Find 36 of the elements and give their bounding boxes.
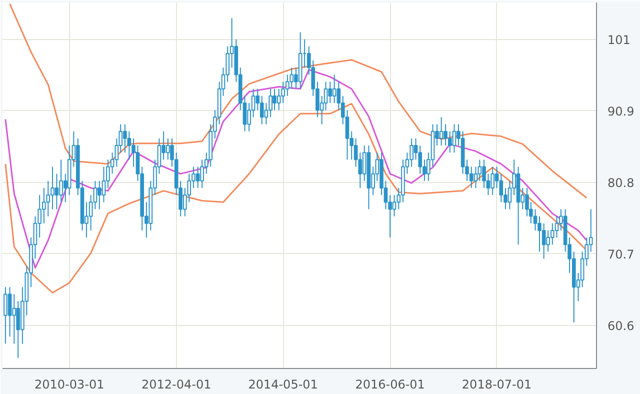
- candlestick: [410, 138, 414, 168]
- candlestick: [448, 130, 452, 154]
- line-series: [9, 3, 588, 199]
- y-tick-label: 90.9: [608, 104, 634, 118]
- x-tick-label: 2018-07-01: [462, 378, 532, 392]
- candlestick: [8, 286, 12, 338]
- candlestick: [328, 81, 332, 104]
- y-tick-label: 60.6: [608, 318, 634, 333]
- candlestick: [54, 173, 59, 210]
- candlestick: [102, 166, 106, 203]
- candlestick: [12, 294, 16, 344]
- y-tick-label: 101: [608, 32, 630, 47]
- x-tick-label: 2016-06-01: [355, 378, 425, 392]
- candlestick: [196, 166, 200, 188]
- y-tick-label: 70.7: [608, 247, 634, 262]
- x-tick-label: 2010-03-01: [34, 378, 104, 392]
- line-series: [4, 102, 588, 294]
- candlestick: [439, 116, 444, 146]
- candlestick: [554, 216, 559, 238]
- candlestick: [452, 124, 456, 154]
- candlestick: [260, 95, 264, 125]
- candlestick: [490, 166, 494, 196]
- candlestick: [542, 222, 546, 260]
- candlestick: [533, 208, 538, 231]
- candlestick: [127, 130, 132, 160]
- candlestick: [469, 166, 474, 188]
- y-tick-label: 80.8: [608, 176, 634, 190]
- candlestick: [268, 88, 272, 118]
- line-series: [4, 69, 588, 269]
- candlestick: [4, 286, 8, 344]
- x-tick-label: 2012-04-01: [141, 378, 212, 392]
- candlestick: [478, 159, 482, 182]
- candlestick: [97, 180, 102, 210]
- candlestick: [332, 74, 336, 104]
- x-tick-label: 2014-05-01: [248, 378, 318, 392]
- candlestick: [392, 194, 396, 217]
